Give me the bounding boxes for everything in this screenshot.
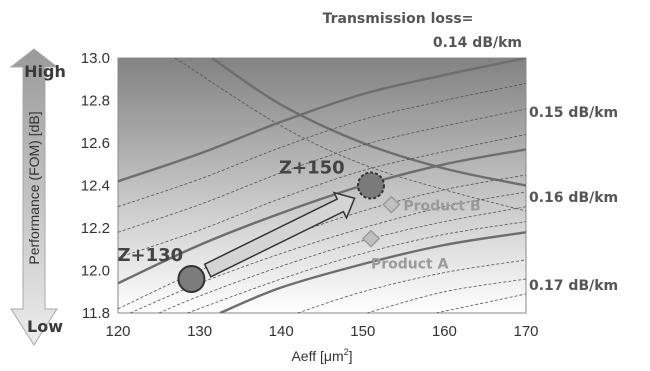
improvement-arrow: [203, 191, 356, 278]
y-tick-label: 12.8: [81, 93, 110, 110]
x-axis-ticks: 120 130 140 150 160 170: [105, 323, 538, 340]
product-marker: [361, 229, 381, 248]
x-axis-title-end: ]: [349, 348, 353, 364]
y-tick-label: 12.4: [81, 178, 110, 195]
x-tick-label: 160: [432, 323, 457, 340]
x-tick-label: 130: [187, 323, 212, 340]
fiber-point-marker: [356, 171, 385, 200]
contour-title-line2: 0.14 dB/km: [433, 35, 522, 51]
contour-line-solid: [219, 231, 526, 313]
x-axis-title-sup: 2: [344, 347, 349, 357]
contour-label-017: 0.17 dB/km: [529, 278, 618, 294]
performance-arrow-shape: [9, 48, 59, 346]
y-tick-label: 11.8: [82, 305, 110, 322]
contour-line-dashed: [297, 259, 526, 313]
fiber-point-marker: [177, 265, 206, 293]
contour-line-dashed: [187, 221, 526, 313]
point-label: Product A: [371, 257, 449, 273]
performance-arrow: High Low Performance (FOM) [dB]: [9, 48, 66, 346]
contour-title-line1: Transmission loss=: [323, 11, 474, 27]
contour-label-015: 0.15 dB/km: [529, 105, 618, 121]
contour-label-016: 0.16 dB/km: [529, 190, 618, 206]
contour-line-dashed: [158, 206, 526, 313]
contour-line-dashed: [366, 278, 526, 313]
product-marker: [382, 195, 401, 214]
y-axis-ticks: 11.8 12.0 12.2 12.4 12.6 12.8 13.0: [81, 50, 110, 322]
x-tick-label: 170: [513, 323, 538, 340]
improvement-arrow-shape: [203, 191, 356, 278]
y-tick-label: 12.6: [81, 135, 110, 152]
y-tick-label: 12.2: [81, 220, 110, 237]
contour-line-dashed: [118, 134, 526, 259]
x-tick-label: 150: [350, 323, 375, 340]
contour-line-dashed: [118, 83, 526, 208]
point-label: Z+130: [117, 245, 183, 266]
contour-line-dashed: [174, 58, 526, 212]
performance-high-label: High: [24, 62, 66, 81]
y-tick-label: 13.0: [81, 50, 110, 67]
contour-line-solid: [211, 58, 526, 187]
contour-line-dashed: [130, 191, 526, 313]
contour-line-solid: [118, 148, 526, 285]
x-axis-title: Aeff [μm2]: [291, 347, 352, 364]
y-axis-title: Performance (FOM) [dB]: [26, 111, 42, 264]
performance-low-label: Low: [27, 317, 63, 336]
contour-line-solid: [118, 58, 526, 183]
point-label: Product B: [403, 199, 480, 215]
x-tick-label: 140: [269, 323, 294, 340]
contour-line-dashed: [436, 293, 526, 313]
point-label: Z+150: [279, 158, 345, 179]
x-axis-title-main: Aeff [μm: [291, 348, 343, 364]
data-points: Z+130 Z+150 Product A Product B: [117, 158, 481, 293]
contour-line-dashed: [118, 108, 526, 233]
y-tick-label: 12.0: [81, 263, 110, 280]
x-tick-label: 120: [105, 323, 130, 340]
